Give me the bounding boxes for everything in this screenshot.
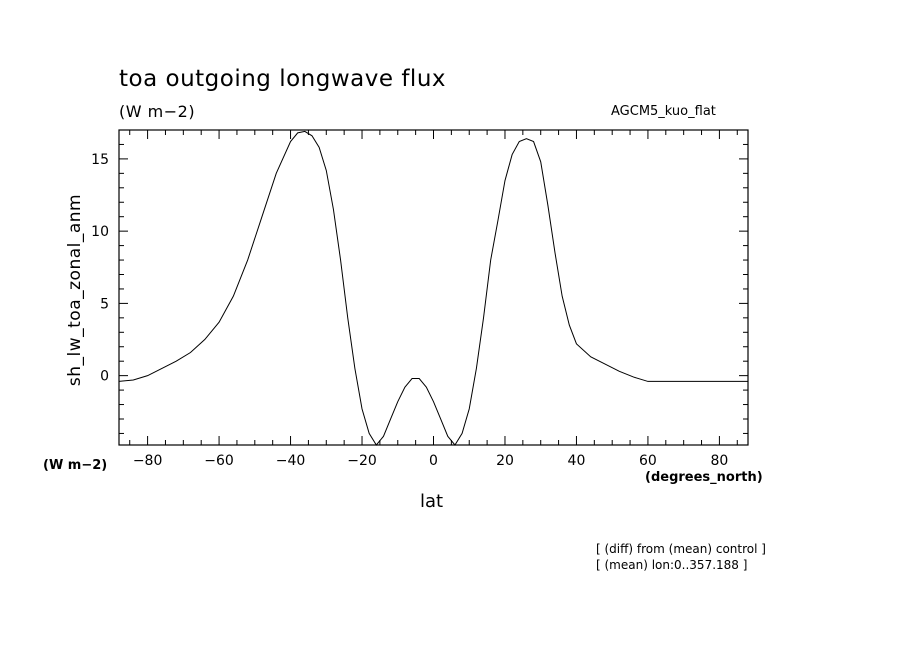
tick-labels: −80 −60 −40 −20 0 20 40 60 80 0 5 10 15 — [91, 152, 728, 469]
x-axis-units: (degrees_north) — [645, 470, 763, 485]
chart-units: (W m−2) — [119, 102, 196, 121]
mean-note: [ (mean) lon:0..357.188 ] — [596, 558, 748, 572]
x-tick-label: −20 — [347, 453, 377, 469]
series-lines — [118, 130, 748, 446]
axis-ticks — [119, 129, 748, 445]
x-tick-label: −80 — [133, 453, 163, 469]
x-tick-label: 80 — [710, 453, 728, 469]
model-name: AGCM5_kuo_flat — [611, 104, 716, 119]
y-axis-units: (W m−2) — [43, 458, 108, 473]
series-line-0 — [118, 130, 748, 446]
x-tick-label: 40 — [568, 453, 586, 469]
x-tick-label: 20 — [496, 453, 514, 469]
x-tick-label: 0 — [429, 453, 438, 469]
y-tick-label: 5 — [100, 296, 109, 312]
x-tick-label: 60 — [639, 453, 657, 469]
y-tick-label: 10 — [91, 224, 109, 240]
x-axis-label: lat — [420, 491, 444, 512]
chart-title: toa outgoing longwave flux — [119, 66, 447, 92]
diff-note: [ (diff) from (mean) control ] — [596, 542, 766, 556]
x-tick-label: −40 — [276, 453, 306, 469]
x-tick-label: −60 — [204, 453, 234, 469]
y-tick-label: 15 — [91, 152, 109, 168]
plot-frame — [118, 129, 749, 446]
y-tick-label: 0 — [100, 369, 109, 385]
